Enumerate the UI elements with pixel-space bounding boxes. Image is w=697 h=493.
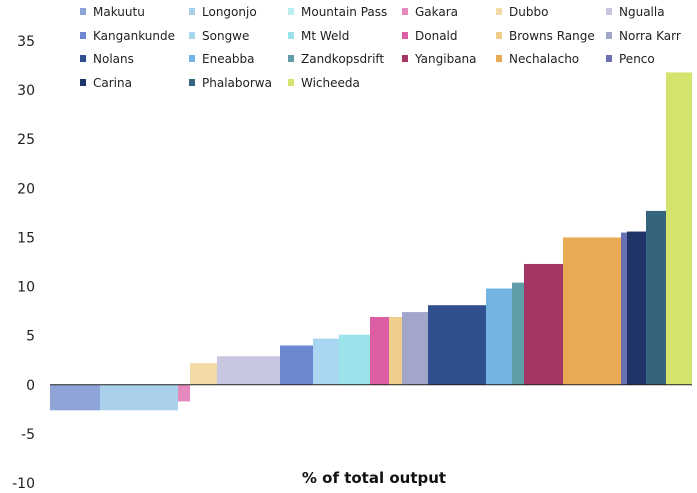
legend-swatch <box>288 32 294 39</box>
legend-item-gakara: Gakara <box>402 5 458 19</box>
legend-label: Makuutu <box>93 5 145 19</box>
bar-zandkopsdrift <box>512 282 524 385</box>
y-tick-label: 25 <box>17 132 35 148</box>
legend-label: Ngualla <box>619 5 665 19</box>
legend-item-kangankunde: Kangankunde <box>80 29 175 43</box>
chart-legend: Makuutu Longonjo Mountain Pass Gakara Dubbo N… <box>80 5 681 90</box>
legend-swatch <box>189 32 195 39</box>
y-tick-label: 15 <box>17 230 35 246</box>
legend-swatch <box>189 79 195 86</box>
legend-label: Eneabba <box>202 52 255 66</box>
legend-swatch <box>80 79 86 86</box>
legend-item-yangibana: Yangibana <box>402 52 477 66</box>
legend-label: Donald <box>415 29 458 43</box>
legend-item-zandkopsdrift: Zandkopsdrift <box>288 52 384 66</box>
legend-swatch <box>402 32 408 39</box>
legend-swatch <box>606 32 612 39</box>
legend-swatch <box>189 8 195 15</box>
legend-item-donald: Donald <box>402 29 458 43</box>
legend-label: Wicheeda <box>301 76 360 90</box>
legend-label: Gakara <box>415 5 458 19</box>
bar-browns-range <box>389 317 402 385</box>
y-tick-label: 0 <box>26 378 35 394</box>
legend-label: Carina <box>93 76 132 90</box>
legend-swatch <box>189 55 195 62</box>
legend-item-norra-karr: Norra Karr <box>606 29 681 43</box>
legend-label: Zandkopsdrift <box>301 52 384 66</box>
bar-longonjo <box>100 384 178 411</box>
bar-eneabba <box>486 288 512 385</box>
legend-item-phalaborwa: Phalaborwa <box>189 76 272 90</box>
y-tick-label: 35 <box>17 34 35 50</box>
legend-label: Nechalacho <box>509 52 579 66</box>
bar-phalaborwa <box>646 210 666 385</box>
bar-nechalacho <box>563 237 621 385</box>
legend-label: Dubbo <box>509 5 548 19</box>
legend-swatch <box>606 8 612 15</box>
y-tick-label: 20 <box>17 181 35 197</box>
legend-label: Phalaborwa <box>202 76 272 90</box>
legend-swatch <box>402 55 408 62</box>
legend-item-dubbo: Dubbo <box>496 5 548 19</box>
bar-makuutu <box>50 384 100 411</box>
bar-carina <box>627 231 646 385</box>
bar-mt-weld <box>339 334 370 385</box>
bar-norra-karr <box>402 312 428 385</box>
x-axis-label: % of total output <box>302 469 446 487</box>
bar-penco <box>621 232 627 385</box>
legend-swatch <box>80 8 86 15</box>
legend-swatch <box>288 55 294 62</box>
legend-item-browns-range: Browns Range <box>496 29 595 43</box>
bar-wicheeda <box>666 72 692 385</box>
legend-swatch <box>496 8 502 15</box>
legend-item-ngualla: Ngualla <box>606 5 665 19</box>
legend-swatch <box>402 8 408 15</box>
legend-item-eneabba: Eneabba <box>189 52 255 66</box>
legend-item-mt-weld: Mt Weld <box>288 29 349 43</box>
legend-label: Browns Range <box>509 29 595 43</box>
legend-label: Longonjo <box>202 5 257 19</box>
y-axis: -10 -5 0 5 10 15 20 25 30 35 <box>12 34 35 492</box>
y-tick-label: -10 <box>12 476 35 492</box>
legend-label: Norra Karr <box>619 29 681 43</box>
legend-label: Mt Weld <box>301 29 349 43</box>
y-tick-label: 30 <box>17 83 35 99</box>
legend-label: Kangankunde <box>93 29 175 43</box>
legend-item-longonjo: Longonjo <box>189 5 257 19</box>
bar-series <box>50 72 692 411</box>
legend-swatch <box>606 55 612 62</box>
bar-yangibana <box>524 263 563 385</box>
legend-label: Yangibana <box>414 52 477 66</box>
legend-swatch <box>288 8 294 15</box>
bar-kangankunde <box>280 345 313 385</box>
y-tick-label: 5 <box>26 329 35 345</box>
y-tick-label: -5 <box>21 427 35 443</box>
legend-item-makuutu: Makuutu <box>80 5 145 19</box>
bar-songwe <box>313 338 339 385</box>
legend-item-penco: Penco <box>606 52 655 66</box>
legend-swatch <box>496 32 502 39</box>
bar-dubbo <box>190 363 217 385</box>
bar-nolans <box>428 305 486 385</box>
legend-item-nolans: Nolans <box>80 52 134 66</box>
bar-donald <box>370 317 389 385</box>
legend-label: Penco <box>619 52 655 66</box>
legend-label: Mountain Pass <box>301 5 387 19</box>
legend-item-songwe: Songwe <box>189 29 249 43</box>
legend-item-nechalacho: Nechalacho <box>496 52 579 66</box>
legend-label: Songwe <box>202 29 249 43</box>
bar-ngualla <box>217 356 280 385</box>
legend-swatch <box>288 79 294 86</box>
bar-gakara <box>178 384 190 402</box>
y-tick-label: 10 <box>17 280 35 296</box>
legend-swatch <box>80 32 86 39</box>
legend-label: Nolans <box>93 52 134 66</box>
legend-swatch <box>80 55 86 62</box>
legend-item-carina: Carina <box>80 76 132 90</box>
legend-item-mountain-pass: Mountain Pass <box>288 5 387 19</box>
legend-swatch <box>496 55 502 62</box>
legend-item-wicheeda: Wicheeda <box>288 76 360 90</box>
